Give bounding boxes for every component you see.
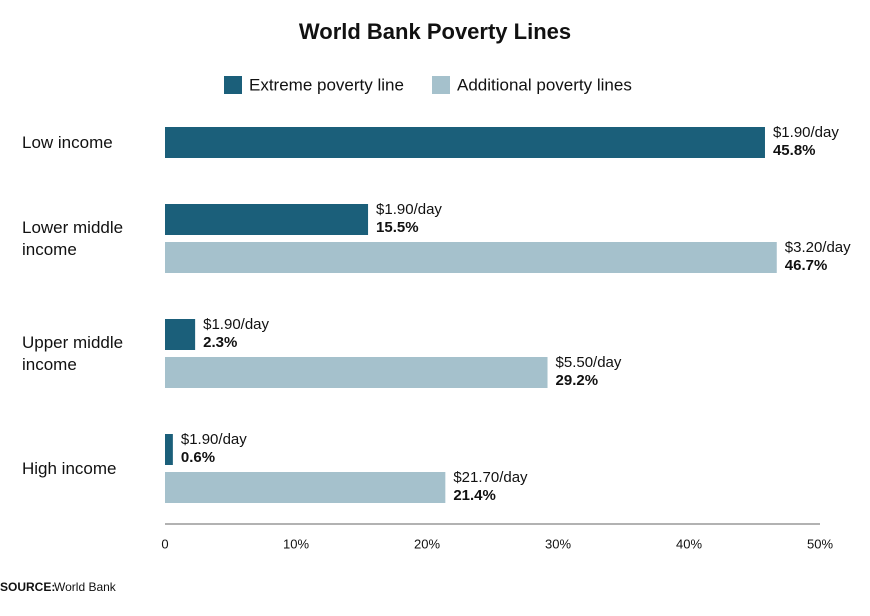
bar-line-label: $3.20/day (785, 239, 851, 256)
bar-value-label: 21.4% (453, 487, 496, 504)
bar-value-label: 29.2% (556, 372, 599, 389)
source: World Bank (54, 580, 117, 594)
legend-label: Extreme poverty line (249, 75, 404, 94)
bar-line-label: $1.90/day (203, 316, 269, 333)
bar (165, 472, 446, 503)
bar-line-label: $1.90/day (181, 431, 247, 448)
bar (165, 319, 196, 350)
bar (165, 204, 369, 235)
bar-line-label: $5.50/day (556, 354, 622, 371)
legend-swatch (432, 76, 450, 94)
bar-value-label: 45.8% (773, 142, 816, 159)
bar-value-label: 46.7% (785, 257, 828, 274)
bar-value-label: 15.5% (376, 219, 419, 236)
bar (165, 434, 173, 465)
bar-value-label: 2.3% (203, 334, 237, 351)
bar-value-label: 0.6% (181, 449, 215, 466)
category-label: High income (22, 458, 117, 478)
bar-line-label: $1.90/day (376, 201, 442, 218)
x-tick-label: 10% (283, 536, 309, 551)
x-tick-label: 0 (161, 536, 168, 551)
bar-line-label: $21.70/day (453, 469, 528, 486)
bar (165, 242, 777, 273)
bar (165, 357, 548, 388)
legend-swatch (224, 76, 242, 94)
legend-label: Additional poverty lines (457, 75, 632, 94)
category-label: Upper middle income (22, 332, 124, 374)
bar (165, 127, 765, 158)
x-tick-label: 40% (676, 536, 702, 551)
category-label: Low income (22, 132, 113, 152)
source-label: SOURCE: (0, 580, 55, 594)
x-tick-label: 50% (807, 536, 833, 551)
category-label: Lower middle income (22, 217, 124, 259)
x-tick-label: 30% (545, 536, 571, 551)
x-tick-label: 20% (414, 536, 440, 551)
bar-line-label: $1.90/day (773, 124, 839, 141)
chart-title: World Bank Poverty Lines (299, 19, 571, 44)
